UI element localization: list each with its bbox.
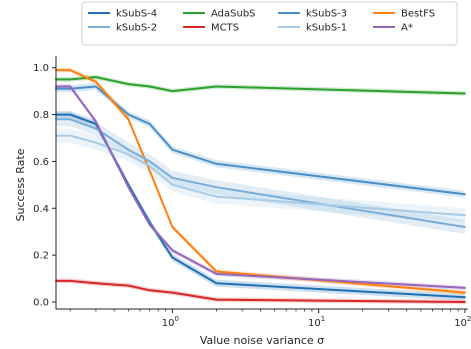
band-ksubs-3 <box>56 82 465 198</box>
legend-label-bestfs: BestFS <box>401 9 435 20</box>
legend-frame <box>81 1 458 46</box>
y-ticks: 0.0 0.2 0.4 0.6 0.8 1.0 <box>33 63 56 308</box>
y-tick-label: 0.2 <box>33 251 49 262</box>
axes <box>55 56 468 310</box>
series-line-mcts <box>55 279 466 303</box>
series-line-adasubs <box>55 76 466 95</box>
series-line-a-star <box>55 85 466 289</box>
x-tick-label: 101 <box>308 315 325 329</box>
series-line-ksubs-4 <box>55 113 466 299</box>
y-tick-label: 1.0 <box>33 63 49 74</box>
y-tick-label: 0.0 <box>33 297 49 308</box>
legend-label-a-star: A* <box>401 23 413 34</box>
legend-label-adasubs: AdaSubS <box>211 9 256 20</box>
y-tick-label: 0.8 <box>33 110 49 121</box>
legend-label-mcts: MCTS <box>211 23 239 34</box>
series-line-ksubs-3 <box>55 85 466 196</box>
legend-label-ksubs-1: kSubS-1 <box>306 23 347 34</box>
x-tick-label: 100 <box>162 315 179 329</box>
x-ticks: 100 101 102 <box>69 309 471 329</box>
y-axis-label: Success Rate <box>14 148 27 221</box>
x-tick-label: 102 <box>454 315 471 329</box>
series-lines <box>55 69 466 303</box>
legend-label-ksubs-3: kSubS-3 <box>306 9 347 20</box>
legend-label-ksubs-4: kSubS-4 <box>116 9 157 20</box>
legend-label-ksubs-2: kSubS-2 <box>116 23 157 34</box>
y-tick-label: 0.4 <box>33 204 49 215</box>
legend: kSubS-4 AdaSubS kSubS-3 BestFS kSubS-2 MCTS kS… <box>81 1 458 46</box>
y-tick-label: 0.6 <box>33 157 49 168</box>
series-line-ksubs-2 <box>55 118 466 228</box>
series-line-ksubs-1 <box>55 134 466 217</box>
x-axis-label: Value noise variance σ <box>200 334 324 347</box>
series-line-bestfs <box>55 69 466 294</box>
